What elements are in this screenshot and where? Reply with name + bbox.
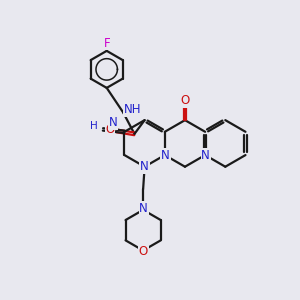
Text: NH: NH [124, 103, 141, 116]
Text: F: F [103, 37, 110, 50]
Text: N: N [161, 149, 170, 162]
Text: N: N [140, 202, 148, 215]
Text: N: N [140, 160, 149, 173]
Text: O: O [105, 123, 115, 136]
Text: O: O [139, 245, 148, 258]
Text: H: H [89, 122, 97, 131]
Text: N: N [109, 116, 118, 129]
Text: O: O [180, 94, 190, 107]
Text: N: N [201, 149, 210, 162]
